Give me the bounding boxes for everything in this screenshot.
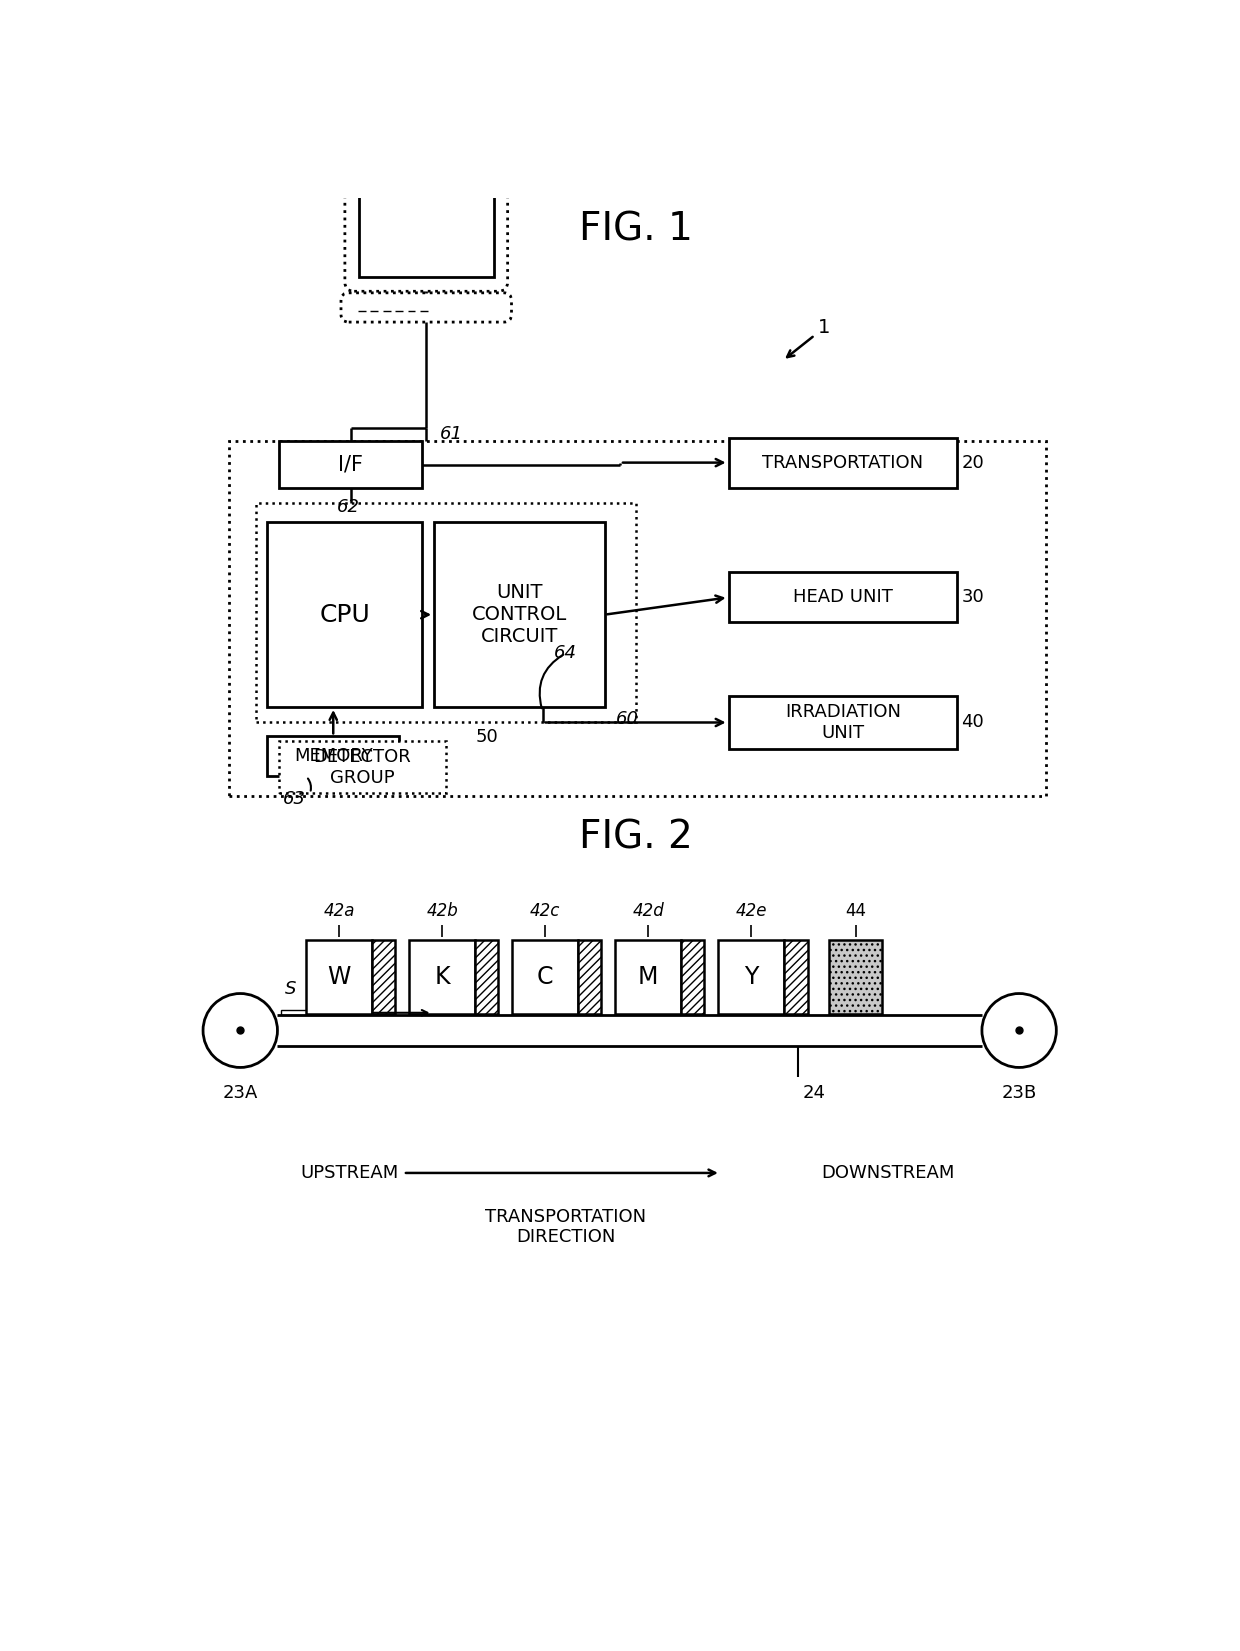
Text: 42b: 42b — [427, 901, 458, 920]
Bar — [306, 941, 372, 1014]
Text: K: K — [434, 964, 450, 989]
Text: TRANSPORTATION
DIRECTION: TRANSPORTATION DIRECTION — [485, 1207, 646, 1247]
Text: TRANSPORTATION: TRANSPORTATION — [763, 454, 924, 472]
Text: 50: 50 — [475, 728, 497, 746]
Text: 40: 40 — [961, 713, 985, 731]
Bar — [268, 522, 423, 707]
Text: Y: Y — [744, 964, 759, 989]
Text: FIG. 1: FIG. 1 — [579, 211, 692, 249]
Text: 42c: 42c — [529, 901, 560, 920]
Text: 42a: 42a — [324, 901, 355, 920]
Text: 60: 60 — [616, 710, 639, 728]
Bar — [512, 941, 578, 1014]
Text: 44: 44 — [846, 901, 866, 920]
Bar — [434, 522, 605, 707]
Text: 23A: 23A — [222, 1085, 258, 1103]
Text: W: W — [327, 964, 351, 989]
Bar — [228, 441, 1047, 796]
Text: S: S — [285, 981, 296, 999]
Text: 42d: 42d — [632, 901, 665, 920]
Bar — [409, 941, 475, 1014]
Bar — [255, 504, 635, 723]
Text: CPU: CPU — [320, 603, 371, 627]
Bar — [281, 1010, 358, 1015]
Text: 63: 63 — [283, 791, 306, 809]
Bar — [578, 941, 601, 1014]
Bar — [268, 736, 399, 776]
Bar — [718, 941, 785, 1014]
Bar — [729, 695, 957, 750]
Bar — [615, 941, 681, 1014]
Text: 61: 61 — [440, 424, 464, 442]
Text: 23B: 23B — [1002, 1085, 1037, 1103]
Bar — [475, 941, 498, 1014]
Bar — [681, 941, 704, 1014]
FancyBboxPatch shape — [341, 292, 511, 322]
Text: 20: 20 — [961, 454, 985, 472]
Text: 30: 30 — [961, 588, 985, 606]
Text: I/F: I/F — [339, 454, 363, 474]
Bar — [279, 741, 445, 794]
Text: C: C — [537, 964, 553, 989]
Bar — [729, 573, 957, 622]
Text: MEMORY: MEMORY — [294, 748, 373, 766]
Text: 1: 1 — [787, 319, 830, 357]
Text: IRRADIATION
UNIT: IRRADIATION UNIT — [785, 703, 900, 741]
Bar — [830, 941, 882, 1014]
Bar — [729, 438, 957, 487]
Text: 62: 62 — [337, 499, 360, 515]
Bar — [358, 178, 494, 277]
Text: M: M — [639, 964, 658, 989]
Text: DETECTOR
GROUP: DETECTOR GROUP — [314, 748, 412, 786]
Bar — [279, 441, 423, 487]
Text: DOWNSTREAM: DOWNSTREAM — [821, 1164, 955, 1182]
Bar — [785, 941, 807, 1014]
Text: 64: 64 — [554, 644, 577, 662]
Text: FIG. 2: FIG. 2 — [579, 819, 692, 857]
Bar — [372, 941, 396, 1014]
Text: 24: 24 — [802, 1085, 825, 1103]
Text: UPSTREAM: UPSTREAM — [301, 1164, 399, 1182]
FancyBboxPatch shape — [345, 163, 507, 291]
Text: 42e: 42e — [735, 901, 768, 920]
Text: UNIT
CONTROL
CIRCUIT: UNIT CONTROL CIRCUIT — [471, 583, 567, 646]
Text: HEAD UNIT: HEAD UNIT — [792, 588, 893, 606]
